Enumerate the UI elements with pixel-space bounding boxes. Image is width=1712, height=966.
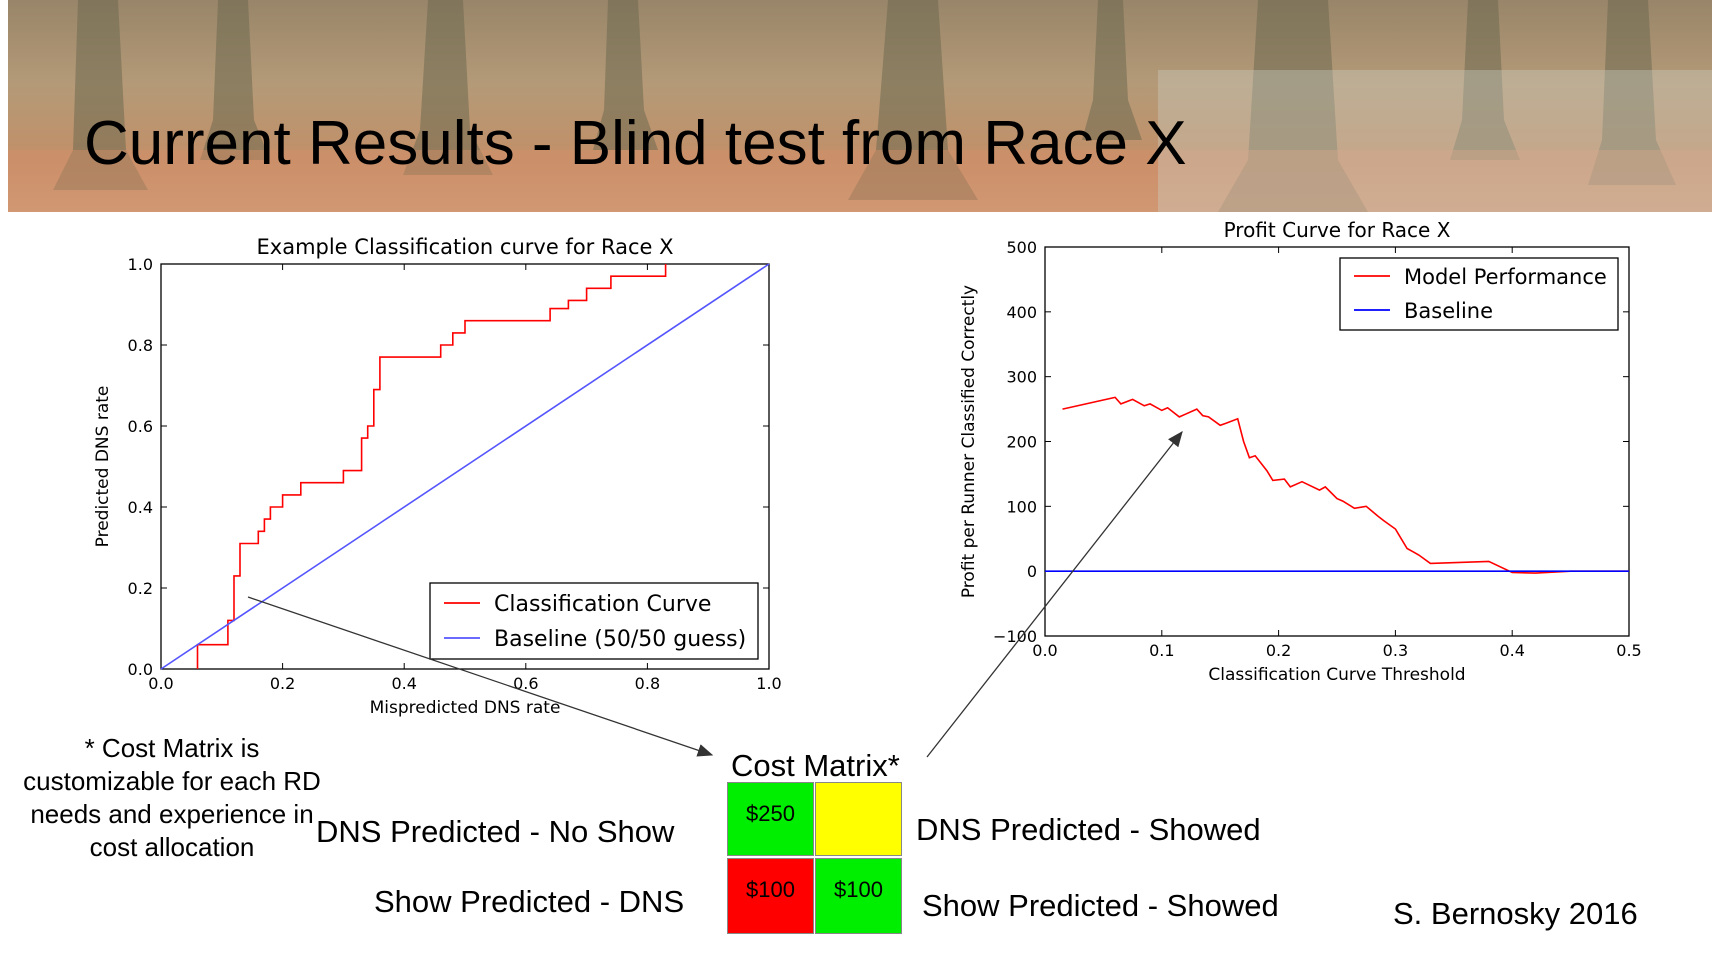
y-tick-label: 0.0 — [128, 660, 153, 679]
arrow-to-profit-curve — [926, 430, 1183, 758]
y-tick-label: 500 — [1006, 238, 1037, 257]
legend-label-1: Baseline — [1404, 299, 1493, 323]
y-tick-label: 0.2 — [128, 579, 153, 598]
legend-box — [1339, 257, 1619, 331]
x-axis-label: Classification Curve Threshold — [1208, 665, 1465, 685]
x-tick-label: 0.1 — [1149, 641, 1174, 660]
cost-cell-show-dns: $100 — [727, 858, 814, 934]
x-tick-label: 0.2 — [1266, 641, 1291, 660]
cost-cell-show-showed: $100 — [815, 858, 902, 934]
cost-matrix-note: * Cost Matrix is customizable for each R… — [23, 733, 321, 862]
chart-title: Profit Curve for Race X — [1224, 218, 1451, 242]
author-credit: S. Bernosky 2016 — [1393, 896, 1638, 931]
legend-label-1: Baseline (50/50 guess) — [494, 627, 746, 652]
x-tick-label: 0.2 — [270, 674, 295, 693]
cost-cell-dns-showed — [815, 782, 902, 856]
x-tick-label: 0.0 — [148, 674, 173, 693]
y-axis-label: Predicted DNS rate — [93, 386, 113, 548]
y-tick-label: 0 — [1027, 562, 1037, 581]
legend-label-0: Classification Curve — [494, 592, 711, 617]
y-tick-label: 200 — [1006, 433, 1037, 452]
x-tick-label: 0.6 — [513, 674, 538, 693]
series-line-0 — [1062, 396, 1629, 574]
y-tick-label: 0.4 — [128, 498, 153, 517]
series-line-0 — [196, 264, 667, 669]
row-label-dns-no-show: DNS Predicted - No Show — [316, 814, 675, 849]
y-axis-label: Profit per Runner Classified Correctly — [959, 285, 979, 598]
forest-image — [8, 0, 1712, 212]
x-tick-label: 1.0 — [756, 674, 781, 693]
x-tick-label: 0.0 — [1032, 641, 1057, 660]
x-tick-label: 0.8 — [635, 674, 660, 693]
banner-forest-image — [8, 0, 1712, 212]
cost-cell-dns-no-show: $250 — [727, 782, 814, 856]
x-axis-label: Mispredicted DNS rate — [370, 698, 561, 718]
arrow-to-cost-matrix — [247, 596, 714, 757]
col-label-dns-showed: DNS Predicted - Showed — [916, 812, 1261, 847]
x-tick-label: 0.4 — [391, 674, 416, 693]
x-tick-label: 0.3 — [1383, 641, 1408, 660]
x-tick-label: 0.5 — [1616, 641, 1641, 660]
col-label-show-showed: Show Predicted - Showed — [922, 888, 1279, 923]
row-label-show-dns: Show Predicted - DNS — [374, 884, 685, 919]
slide-title: Current Results - Blind test from Race X — [84, 109, 1187, 178]
y-tick-label: 400 — [1006, 303, 1037, 322]
y-tick-label: 0.6 — [128, 417, 153, 436]
x-tick-label: 0.4 — [1499, 641, 1524, 660]
cost-matrix-title: Cost Matrix* — [731, 748, 900, 783]
y-tick-label: 0.8 — [128, 336, 153, 355]
chart-title: Example Classification curve for Race X — [257, 235, 674, 259]
y-tick-label: 100 — [1006, 497, 1037, 516]
legend-label-0: Model Performance — [1404, 265, 1607, 289]
legend-box — [429, 582, 759, 660]
y-tick-label: 300 — [1006, 368, 1037, 387]
y-tick-label: 1.0 — [128, 255, 153, 274]
